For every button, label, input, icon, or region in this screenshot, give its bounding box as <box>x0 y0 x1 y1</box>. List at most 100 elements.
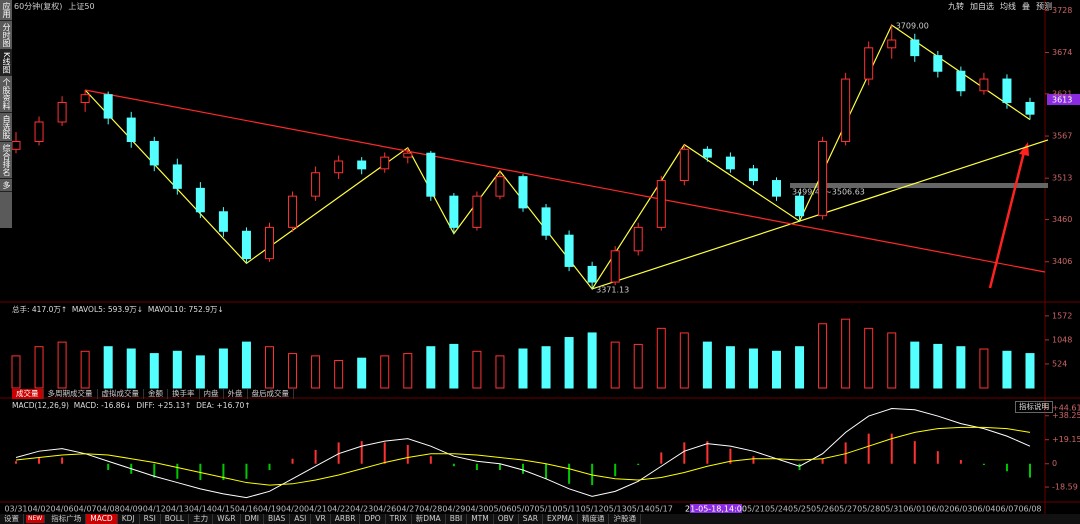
sidebar-item[interactable]: 多 <box>0 179 12 193</box>
volume-bar <box>218 348 228 389</box>
volume-tab[interactable]: 盘后成交量 <box>248 389 294 399</box>
y-tick-label: 3621 <box>1052 89 1072 98</box>
volume-bar <box>126 348 136 389</box>
volume-tab[interactable]: 外盘 <box>224 389 248 399</box>
indicator-tab[interactable]: SAR <box>519 514 543 524</box>
candle-body <box>334 160 344 174</box>
volume-tab[interactable]: 虚拟成交量 <box>98 389 144 399</box>
volume-tab[interactable]: 内盘 <box>200 389 224 399</box>
indicator-tab[interactable]: 精度通 <box>578 514 610 524</box>
dea-line <box>15 426 1031 486</box>
resistance-line <box>85 89 1046 273</box>
sidebar-item[interactable]: 应用 <box>0 0 12 21</box>
macd-header: MACD(12,26,9) MACD: -16.86↓ DIFF: +25.13… <box>12 401 251 410</box>
sidebar-item[interactable]: K线图 <box>0 50 12 77</box>
sidebar-item[interactable]: 分时图 <box>0 21 12 50</box>
indicator-tab[interactable]: ASI <box>290 514 312 524</box>
volume-bar <box>357 357 367 389</box>
indicator-tab[interactable]: MTM <box>467 514 494 524</box>
indicator-tab[interactable]: W&R <box>213 514 241 524</box>
volume-bar <box>265 346 274 389</box>
candle-body <box>57 101 67 123</box>
x-tick-label: 05/21 <box>742 505 765 514</box>
y-tick-label: 3406 <box>1052 257 1072 266</box>
sidebar-item[interactable]: 个股资料 <box>0 76 12 114</box>
indicator-tab[interactable]: TRIX <box>386 514 412 524</box>
volume-bar <box>311 355 321 389</box>
x-tick-label: 06/01 <box>903 505 926 514</box>
low-label: 3371.13 <box>596 285 629 294</box>
y-tick-label: +19.15 <box>1052 435 1080 444</box>
x-tick-label: 03/31 <box>4 505 27 514</box>
indicator-tab[interactable]: MACD <box>86 514 118 524</box>
y-tick-label: 3728 <box>1052 6 1072 15</box>
candle-body <box>11 141 21 150</box>
x-tick-label: 06/08 <box>1018 505 1041 514</box>
candle-body <box>725 156 735 170</box>
candle-body <box>864 47 874 80</box>
tool-button[interactable]: 预测 <box>1036 2 1052 11</box>
tool-button[interactable]: 均线 <box>1000 2 1016 11</box>
y-tick-label: 1048 <box>1052 335 1072 344</box>
x-tick-label: 04/08 <box>97 505 120 514</box>
volume-bar <box>518 348 528 389</box>
indicator-tab[interactable]: KDJ <box>118 514 140 524</box>
candle-body <box>541 207 551 236</box>
x-tick-label: 04/20 <box>281 505 304 514</box>
indicator-tab[interactable]: 沪股通 <box>609 514 641 524</box>
candle-body <box>702 148 712 158</box>
indicator-tab[interactable]: EXPMA <box>543 514 578 524</box>
x-tick-label: 04/16 <box>235 505 258 514</box>
candle-body <box>126 117 136 143</box>
range-label: 3499.44~3506.63 <box>792 188 865 197</box>
x-tick-label: 05/24 <box>765 505 788 514</box>
candle-body <box>910 39 920 57</box>
indicator-tab[interactable]: DPO <box>360 514 386 524</box>
indicator-tab[interactable]: OBV <box>494 514 519 524</box>
volume-bar <box>1002 350 1012 389</box>
x-tick-label: 04/13 <box>166 505 189 514</box>
candle-body <box>149 141 159 166</box>
volume-tab[interactable]: 成交量 <box>12 389 44 399</box>
sidebar-item[interactable]: 综合排名 <box>0 142 12 180</box>
candle-body <box>1025 101 1035 115</box>
candle-body <box>103 94 113 119</box>
indicator-tab[interactable]: 主力 <box>189 514 214 524</box>
x-tick-label: 05/12 <box>581 505 604 514</box>
indicator-tab[interactable]: 指标广场 <box>47 514 87 524</box>
x-tick-label: 04/07 <box>74 505 97 514</box>
volume-tab[interactable]: 多周期成交量 <box>44 389 98 399</box>
indicator-tab[interactable]: ARBR <box>331 514 361 524</box>
indicator-tab[interactable]: BIAS <box>264 514 291 524</box>
volume-bar <box>80 350 90 389</box>
candle-body <box>241 230 251 260</box>
indicator-tab[interactable]: BBI <box>446 514 468 524</box>
volume-tab[interactable]: 换手率 <box>168 389 200 399</box>
volume-tab[interactable]: 金额 <box>144 389 168 399</box>
candle-body <box>772 180 781 197</box>
arrow-head <box>1019 142 1029 156</box>
y-tick-label: 3567 <box>1052 132 1072 141</box>
indicator-tab[interactable]: BOLL <box>161 514 190 524</box>
settings[interactable]: 设置 <box>0 514 24 524</box>
x-tick-label: 05/31 <box>880 505 903 514</box>
help-button[interactable]: 指标说明 <box>1015 401 1053 413</box>
x-tick-label: 05/28 <box>857 505 880 514</box>
indicator-tab[interactable]: RSI <box>140 514 161 524</box>
x-tick-label: 05/17 <box>650 505 673 514</box>
candle-body <box>933 55 943 72</box>
tool-button[interactable]: 叠 <box>1022 2 1030 11</box>
x-tick-label: 05/07 <box>511 505 534 514</box>
last-price-box <box>1047 94 1080 105</box>
tool-button[interactable]: 加自选 <box>970 2 994 11</box>
tool-button[interactable]: 九转 <box>948 2 964 11</box>
x-tick-label: 05/13 <box>604 505 627 514</box>
candle-body <box>357 160 367 170</box>
x-tick-label: 04/19 <box>258 505 281 514</box>
indicator-tab[interactable]: DMI <box>241 514 265 524</box>
indicator-tab[interactable]: 新DMA <box>412 514 446 524</box>
x-tick-label: 04/12 <box>143 505 166 514</box>
sidebar-item[interactable]: 自选股 <box>0 113 12 143</box>
indicator-tab[interactable]: VR <box>311 514 331 524</box>
